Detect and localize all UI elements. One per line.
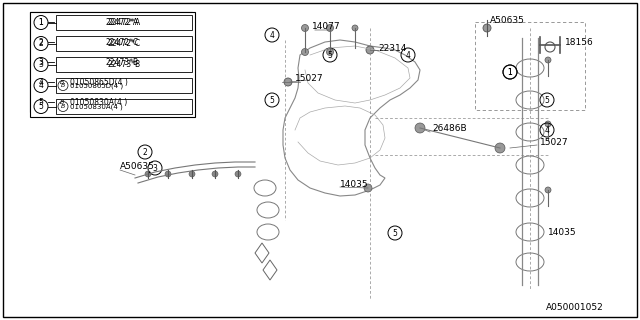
FancyBboxPatch shape — [56, 57, 192, 72]
Text: 15027: 15027 — [540, 138, 568, 147]
FancyBboxPatch shape — [30, 12, 192, 112]
FancyBboxPatch shape — [54, 55, 190, 69]
Text: 2: 2 — [143, 148, 147, 156]
Text: 4: 4 — [38, 81, 44, 90]
Text: B: B — [60, 79, 64, 84]
Text: 01050830A(4 ): 01050830A(4 ) — [70, 103, 123, 110]
FancyBboxPatch shape — [54, 95, 190, 109]
Text: A050001052: A050001052 — [546, 303, 604, 313]
Text: A50635: A50635 — [490, 15, 525, 25]
Text: 1: 1 — [38, 18, 44, 27]
Text: 15027: 15027 — [295, 74, 324, 83]
Circle shape — [301, 49, 308, 55]
Text: 4: 4 — [38, 77, 44, 86]
Text: 3: 3 — [152, 164, 157, 172]
Circle shape — [545, 57, 551, 63]
Text: 14035: 14035 — [548, 228, 577, 236]
Text: 22472*A: 22472*A — [108, 18, 141, 27]
Text: B: B — [61, 104, 65, 109]
Circle shape — [235, 171, 241, 177]
Text: 4: 4 — [406, 51, 410, 60]
FancyBboxPatch shape — [54, 75, 190, 89]
Text: B: B — [60, 100, 64, 105]
Text: B: B — [61, 83, 65, 88]
FancyBboxPatch shape — [56, 99, 192, 114]
Text: 2: 2 — [38, 39, 44, 48]
Text: 18156: 18156 — [565, 37, 594, 46]
Circle shape — [545, 121, 551, 127]
Circle shape — [145, 171, 151, 177]
Text: 22472*C: 22472*C — [106, 37, 139, 46]
Text: 22473*B: 22473*B — [108, 60, 141, 69]
Text: 1: 1 — [508, 68, 513, 76]
Text: 5: 5 — [38, 102, 44, 111]
Text: 22314: 22314 — [378, 44, 406, 52]
Text: 26486B: 26486B — [432, 124, 467, 132]
Text: 14077: 14077 — [312, 21, 340, 30]
Text: 01050830A(4 ): 01050830A(4 ) — [70, 98, 127, 107]
FancyBboxPatch shape — [54, 15, 190, 29]
Circle shape — [284, 78, 292, 86]
FancyBboxPatch shape — [54, 35, 190, 49]
Text: 1: 1 — [38, 18, 44, 27]
FancyBboxPatch shape — [56, 15, 192, 30]
Text: 4: 4 — [545, 125, 549, 134]
Text: 3: 3 — [38, 60, 44, 69]
Text: A50635: A50635 — [120, 162, 155, 171]
Text: 14035: 14035 — [340, 180, 369, 188]
Circle shape — [483, 24, 491, 32]
Circle shape — [189, 171, 195, 177]
Text: 22472*C: 22472*C — [108, 39, 141, 48]
Circle shape — [326, 25, 333, 31]
Circle shape — [165, 171, 171, 177]
Text: 22473*B: 22473*B — [106, 58, 139, 67]
Text: 01050865D(4 ): 01050865D(4 ) — [70, 82, 123, 89]
Circle shape — [301, 25, 308, 31]
FancyBboxPatch shape — [56, 36, 192, 51]
Circle shape — [326, 49, 333, 55]
Circle shape — [352, 25, 358, 31]
Text: 01050865D(4 ): 01050865D(4 ) — [70, 77, 128, 86]
Text: 1: 1 — [508, 68, 513, 76]
Text: 4: 4 — [269, 30, 275, 39]
Text: 5: 5 — [328, 51, 332, 60]
Text: 5: 5 — [38, 98, 44, 107]
Circle shape — [415, 123, 425, 133]
Circle shape — [545, 187, 551, 193]
Circle shape — [366, 46, 374, 54]
Text: 5: 5 — [392, 228, 397, 237]
FancyBboxPatch shape — [30, 12, 195, 117]
FancyBboxPatch shape — [56, 78, 192, 93]
Text: 5: 5 — [269, 95, 275, 105]
Text: 3: 3 — [38, 58, 44, 67]
Text: 2: 2 — [38, 37, 44, 46]
Text: 5: 5 — [545, 95, 549, 105]
Circle shape — [495, 143, 505, 153]
Circle shape — [212, 171, 218, 177]
Circle shape — [364, 184, 372, 192]
Text: 22472*A: 22472*A — [106, 18, 139, 27]
